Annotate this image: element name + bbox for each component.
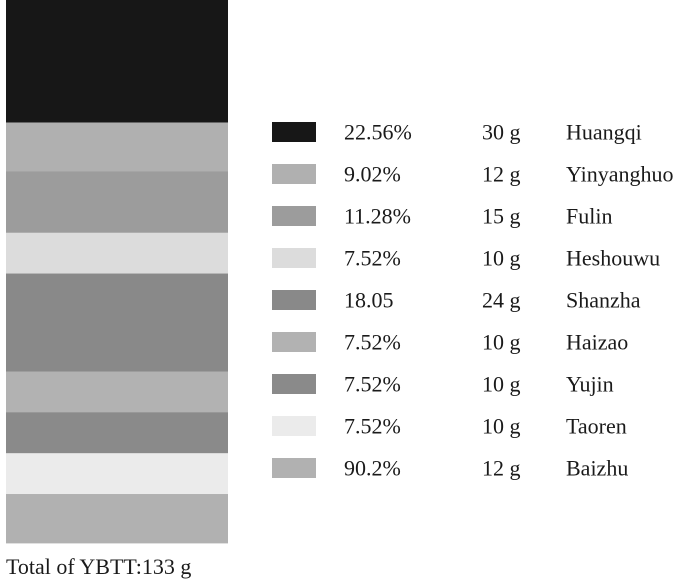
legend-dose-label: 12 g [482,456,521,481]
legend: 22.56% 30 g Huangqi 9.02% 12 g Yinyanghuo 11.2… [272,120,674,481]
legend-percent-label: 9.02% [344,162,401,187]
legend-herb-name: Yujin [566,372,614,397]
legend-dose-label: 10 g [482,330,521,355]
bar-segment-huangqi [6,0,228,123]
legend-row-yujin: 7.52% 10 g Yujin [272,372,614,397]
legend-herb-name: Yinyanghuo [566,162,674,187]
legend-row-huangqi: 22.56% 30 g Huangqi [272,120,642,145]
bar-segment-shanzha [6,273,228,372]
legend-swatch [272,374,316,394]
legend-row-shanzha: 18.05 24 g Shanzha [272,288,641,313]
bar-segment-taoren [6,453,228,495]
legend-row-fulin: 11.28% 15 g Fulin [272,204,612,229]
legend-dose-label: 10 g [482,246,521,271]
legend-swatch [272,416,316,436]
legend-dose-label: 30 g [482,120,521,145]
legend-dose-label: 10 g [482,372,521,397]
bar-segment-baizhu [6,494,228,544]
legend-percent-label: 18.05 [344,288,394,313]
bar-segment-fulin [6,171,228,234]
bar-segment-haizao [6,371,228,413]
legend-swatch [272,290,316,310]
legend-percent-label: 7.52% [344,246,401,271]
legend-percent-label: 11.28% [344,204,411,229]
legend-herb-name: Shanzha [566,288,641,313]
legend-dose-label: 12 g [482,162,521,187]
legend-swatch [272,164,316,184]
legend-dose-label: 15 g [482,204,521,229]
stacked-bar [6,0,228,544]
total-label: Total of YBTT:133 g [6,554,191,579]
legend-swatch [272,458,316,478]
legend-herb-name: Taoren [566,414,627,439]
legend-swatch [272,206,316,226]
legend-percent-label: 7.52% [344,372,401,397]
legend-row-baizhu: 90.2% 12 g Baizhu [272,456,628,481]
bar-segment-yinyanghuo [6,122,228,172]
legend-dose-label: 10 g [482,414,521,439]
legend-swatch [272,332,316,352]
legend-herb-name: Haizao [566,330,628,355]
legend-herb-name: Heshouwu [566,246,660,271]
legend-row-haizao: 7.52% 10 g Haizao [272,330,628,355]
legend-percent-label: 22.56% [344,120,412,145]
legend-row-taoren: 7.52% 10 g Taoren [272,414,627,439]
legend-percent-label: 7.52% [344,414,401,439]
legend-swatch [272,248,316,268]
legend-herb-name: Huangqi [566,120,642,145]
bar-segment-yujin [6,412,228,454]
legend-dose-label: 24 g [482,288,521,313]
legend-herb-name: Fulin [566,204,612,229]
bar-segment-heshouwu [6,232,228,274]
legend-percent-label: 7.52% [344,330,401,355]
legend-percent-label: 90.2% [344,456,401,481]
legend-swatch [272,122,316,142]
legend-row-heshouwu: 7.52% 10 g Heshouwu [272,246,660,271]
legend-row-yinyanghuo: 9.02% 12 g Yinyanghuo [272,162,674,187]
legend-herb-name: Baizhu [566,456,628,481]
